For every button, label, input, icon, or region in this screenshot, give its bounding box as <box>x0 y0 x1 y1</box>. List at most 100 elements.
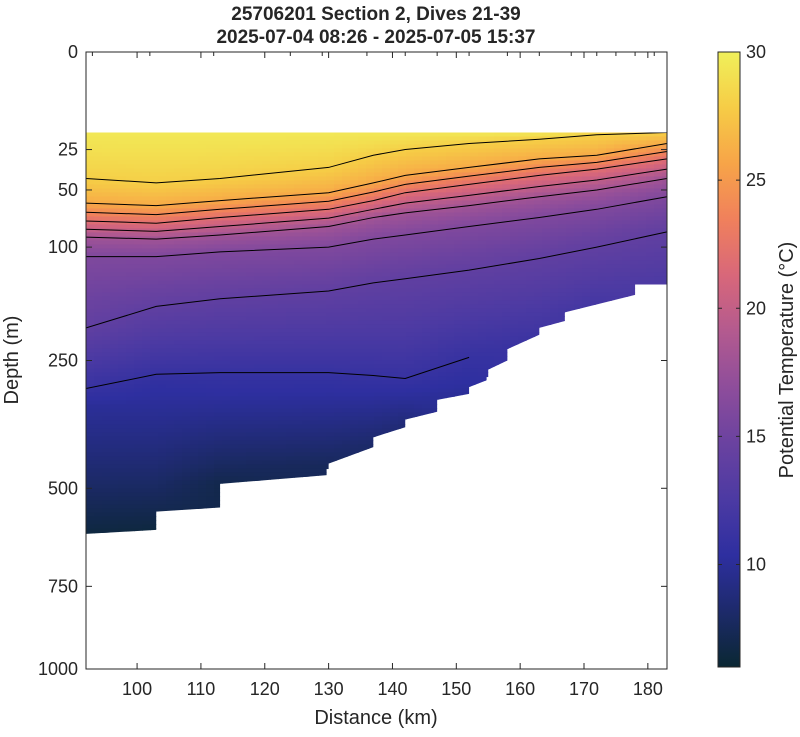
temperature-cell <box>286 324 295 330</box>
temperature-cell <box>318 228 327 234</box>
temperature-cell <box>334 344 343 350</box>
temperature-cell <box>398 372 407 378</box>
temperature-cell <box>286 272 295 278</box>
temperature-cell <box>478 340 487 346</box>
temperature-cell <box>238 344 247 350</box>
temperature-cell <box>86 500 95 506</box>
temperature-cell <box>326 140 335 146</box>
temperature-cell <box>142 404 151 410</box>
temperature-cell <box>214 396 223 402</box>
temperature-cell <box>126 444 135 450</box>
temperature-cell <box>486 220 495 226</box>
temperature-cell <box>222 204 231 210</box>
temperature-cell <box>86 148 95 154</box>
temperature-cell <box>214 164 223 170</box>
temperature-cell <box>414 296 423 302</box>
temperature-cell <box>470 248 479 254</box>
temperature-cell <box>254 360 263 366</box>
temperature-cell <box>334 172 343 178</box>
temperature-cell <box>462 160 471 166</box>
temperature-cell <box>326 348 335 354</box>
temperature-cell <box>286 308 295 314</box>
temperature-cell <box>150 336 159 342</box>
temperature-cell <box>134 492 143 498</box>
temperature-cell <box>478 196 487 202</box>
temperature-cell <box>486 328 495 334</box>
temperature-cell <box>126 404 135 410</box>
temperature-cell <box>190 136 199 142</box>
temperature-cell <box>182 400 191 406</box>
temperature-cell <box>166 308 175 314</box>
temperature-cell <box>262 348 271 354</box>
temperature-cell <box>270 256 279 262</box>
temperature-cell <box>374 296 383 302</box>
temperature-cell <box>270 372 279 378</box>
temperature-cell <box>206 368 215 374</box>
temperature-cell <box>174 460 183 466</box>
temperature-cell <box>206 448 215 454</box>
temperature-cell <box>182 500 191 506</box>
temperature-cell <box>310 164 319 170</box>
temperature-cell <box>494 304 503 310</box>
temperature-cell <box>262 168 271 174</box>
temperature-cell <box>366 272 375 278</box>
temperature-cell <box>94 512 103 518</box>
temperature-cell <box>150 176 159 182</box>
temperature-cell <box>198 468 207 474</box>
temperature-cell <box>374 264 383 270</box>
temperature-cell <box>334 324 343 330</box>
temperature-cell <box>86 248 95 254</box>
temperature-cell <box>510 252 519 258</box>
temperature-cell <box>198 192 207 198</box>
temperature-cell <box>534 208 543 214</box>
temperature-cell <box>206 480 215 486</box>
temperature-cell <box>158 152 167 158</box>
temperature-cell <box>110 284 119 290</box>
temperature-cell <box>438 212 447 218</box>
temperature-cell <box>534 196 543 202</box>
temperature-cell <box>158 492 167 498</box>
temperature-cell <box>110 512 119 518</box>
temperature-cell <box>214 196 223 202</box>
temperature-cell <box>262 176 271 182</box>
temperature-cell <box>430 356 439 362</box>
temperature-cell <box>286 180 295 186</box>
temperature-cell <box>262 164 271 170</box>
temperature-cell <box>510 160 519 166</box>
temperature-cell <box>414 216 423 222</box>
temperature-cell <box>374 428 383 434</box>
temperature-cell <box>110 360 119 366</box>
temperature-cell <box>246 348 255 354</box>
temperature-cell <box>334 452 343 458</box>
temperature-cell <box>462 164 471 170</box>
temperature-cell <box>534 180 543 186</box>
temperature-cell <box>566 228 575 234</box>
temperature-cell <box>270 428 279 434</box>
temperature-cell <box>142 332 151 338</box>
temperature-cell <box>278 136 287 142</box>
temperature-cell <box>438 136 447 142</box>
temperature-cell <box>318 340 327 346</box>
temperature-cell <box>454 372 463 378</box>
temperature-cell <box>350 412 359 418</box>
temperature-cell <box>182 328 191 334</box>
temperature-cell <box>174 464 183 470</box>
temperature-cell <box>302 440 311 446</box>
temperature-cell <box>254 340 263 346</box>
temperature-cell <box>286 184 295 190</box>
temperature-cell <box>350 180 359 186</box>
temperature-cell <box>150 268 159 274</box>
temperature-cell <box>158 360 167 366</box>
temperature-cell <box>230 248 239 254</box>
temperature-cell <box>486 252 495 258</box>
temperature-cell <box>270 452 279 458</box>
temperature-cell <box>334 132 343 138</box>
temperature-cell <box>302 296 311 302</box>
temperature-cell <box>358 380 367 386</box>
temperature-cell <box>342 356 351 362</box>
temperature-cell <box>254 416 263 422</box>
temperature-cell <box>414 196 423 202</box>
temperature-cell <box>222 244 231 250</box>
temperature-cell <box>278 312 287 318</box>
temperature-cell <box>510 280 519 286</box>
